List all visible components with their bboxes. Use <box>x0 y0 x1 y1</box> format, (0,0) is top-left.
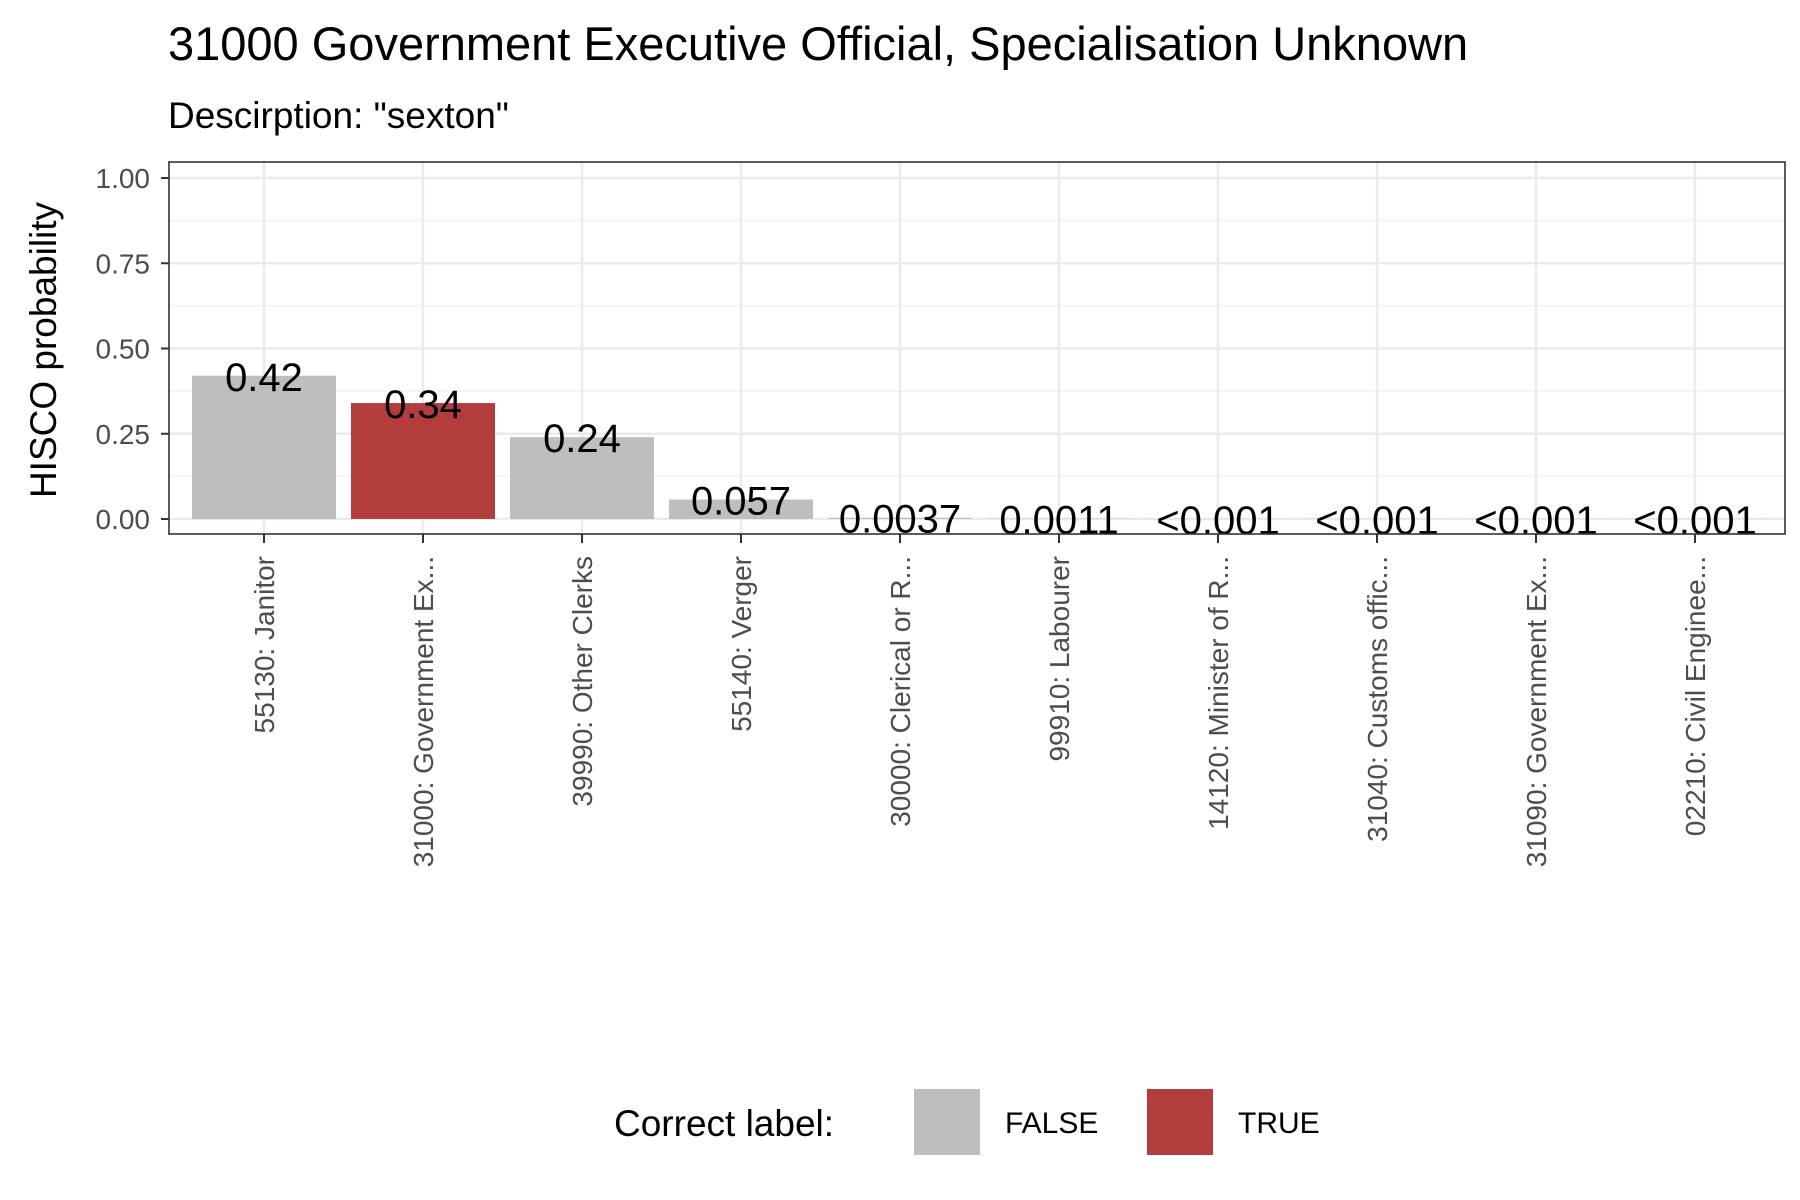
y-tick-label: 0.00 <box>96 504 151 535</box>
x-tick-label: 31090: Government Ex... <box>1521 556 1552 867</box>
legend-label-false: FALSE <box>1005 1107 1098 1140</box>
bar <box>351 403 495 519</box>
legend: Correct label: FALSE TRUE <box>614 1089 1320 1155</box>
data-labels: 0.420.340.240.057 0.0037 0.0011 <0.001 <0.00… <box>225 356 1757 543</box>
legend-key-true <box>1147 1089 1213 1155</box>
x-tick-label: 14120: Minister of R... <box>1203 556 1234 830</box>
data-label: 0.24 <box>543 417 621 461</box>
bar <box>510 437 654 519</box>
legend-title: Correct label: <box>614 1103 834 1144</box>
bar <box>192 375 336 519</box>
x-tick-label: 30000: Clerical or R... <box>885 556 916 827</box>
data-label: 0.42 <box>225 356 303 400</box>
chart-title: 31000 Government Executive Official, Spe… <box>168 17 1468 70</box>
x-tick-label: 99910: Labourer <box>1044 556 1075 762</box>
bars <box>192 375 1767 519</box>
x-tick-label: 31000: Government Ex... <box>408 556 439 867</box>
legend-key-false <box>914 1089 980 1155</box>
x-tick-label: 55140: Verger <box>726 556 757 732</box>
y-tick-label: 1.00 <box>96 163 151 194</box>
y-tick-label: 0.50 <box>96 334 151 365</box>
x-tick-label: 55130: Janitor <box>249 556 280 733</box>
y-tick-label: 0.75 <box>96 248 151 279</box>
data-label: 0.057 <box>691 480 791 524</box>
y-axis-label: HISCO probability <box>23 201 64 498</box>
y-axis-ticks: 0.00 0.25 0.50 0.75 1.00 <box>96 163 169 535</box>
x-tick-label: 39990: Other Clerks <box>567 556 598 807</box>
x-tick-label: 02210: Civil Enginee... <box>1680 556 1711 836</box>
bar <box>828 517 972 519</box>
chart-subtitle: Descirption: "sexton" <box>168 95 509 136</box>
x-axis-ticks: 55130: Janitor 31000: Government Ex... 399… <box>249 534 1711 867</box>
bar <box>669 499 813 519</box>
data-label: 0.34 <box>384 383 462 427</box>
legend-label-true: TRUE <box>1238 1107 1320 1140</box>
x-tick-label: 31040: Customs offic... <box>1362 556 1393 842</box>
y-tick-label: 0.25 <box>96 419 151 450</box>
